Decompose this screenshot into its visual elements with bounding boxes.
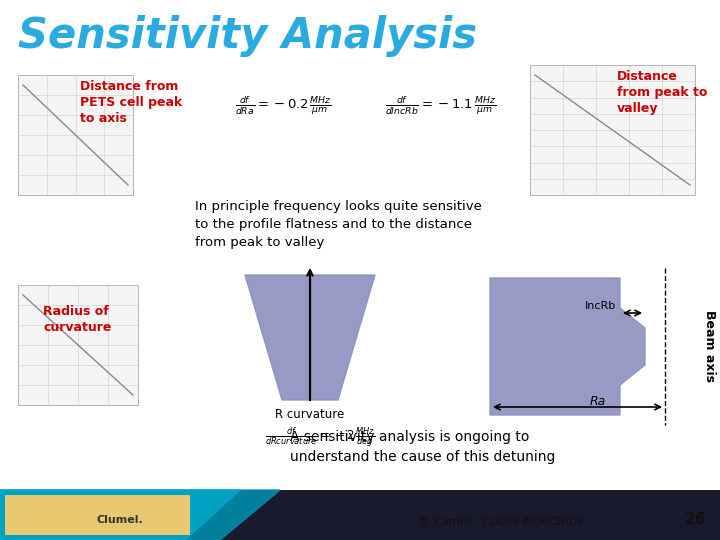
Text: D. Carrillo.  CLIC09 WORKSHOP: D. Carrillo. CLIC09 WORKSHOP [420, 517, 583, 527]
Text: Distance
from peak to
valley: Distance from peak to valley [617, 70, 707, 115]
Text: $\frac{df}{dRcurvature} = -2\,\frac{MHz}{deg}$: $\frac{df}{dRcurvature} = -2\,\frac{MHz}… [265, 425, 375, 449]
Bar [18, 285, 138, 405]
Text: 26: 26 [684, 512, 706, 528]
Text: Distance from
PETS cell peak
to axis: Distance from PETS cell peak to axis [80, 80, 182, 125]
Text: Sensitivity Analysis: Sensitivity Analysis [18, 15, 477, 57]
Polygon shape [245, 275, 375, 400]
Text: Beam axis: Beam axis [703, 310, 716, 382]
Text: In principle frequency looks quite sensitive
to the profile flatness and to the : In principle frequency looks quite sensi… [195, 200, 482, 249]
Text: Ra: Ra [590, 395, 606, 408]
Text: Radius of
curvature: Radius of curvature [43, 305, 112, 334]
Polygon shape [0, 490, 240, 540]
Bar [18, 75, 133, 195]
Bar [530, 65, 695, 195]
Text: A sensitivity analysis is ongoing to
understand the cause of this detuning: A sensitivity analysis is ongoing to und… [290, 430, 555, 463]
Text: $\frac{df}{dIncRb} = -1.1\,\frac{MHz}{\mu m}$: $\frac{df}{dIncRb} = -1.1\,\frac{MHz}{\m… [385, 95, 496, 117]
Polygon shape [490, 278, 645, 415]
Text: $\frac{df}{dRa} = -0.2\,\frac{MHz}{\mu m}$: $\frac{df}{dRa} = -0.2\,\frac{MHz}{\mu m… [235, 95, 332, 117]
Text: Clumel.: Clumel. [96, 515, 143, 525]
Bar [5, 495, 190, 535]
Text: R curvature: R curvature [275, 408, 344, 421]
Polygon shape [0, 490, 280, 540]
Bar [0, 490, 720, 540]
Text: IncRb: IncRb [585, 301, 616, 311]
